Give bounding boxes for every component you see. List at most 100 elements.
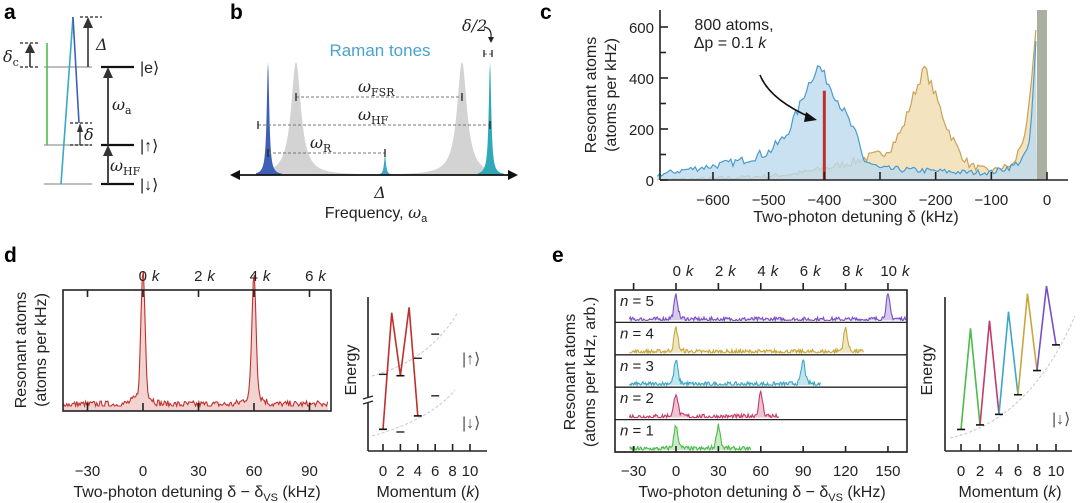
- x-tick-label: 4: [995, 463, 1003, 480]
- chart-d-xlabel: Two-photon detuning δ − δVS (kHz): [73, 484, 320, 503]
- x-tick-label: 0: [957, 463, 965, 480]
- delta-label: δ: [84, 125, 94, 144]
- row-3-area: [629, 391, 780, 418]
- row-0-trace: [628, 292, 907, 323]
- panel-e-chart: e n = 5n = 4n = 3n = 2n = 1 −30 0 30 60 90 12…: [552, 244, 1076, 503]
- annotation-line1: 800 atoms,: [694, 17, 773, 34]
- raman-tones-label: Raman tones: [329, 41, 430, 60]
- annotation-arrowhead-icon: [804, 112, 817, 122]
- up-dispersion-curve: [371, 311, 459, 377]
- axis-break-icon: [362, 397, 374, 403]
- row-1-area: [629, 326, 864, 353]
- y-tick-label: 0: [646, 173, 654, 190]
- y-tick-label: 200: [629, 122, 654, 139]
- x-tick-label: 6: [431, 463, 439, 480]
- row-4-area: [629, 423, 751, 450]
- row-3-trace: [628, 389, 780, 420]
- down-dispersion-curve: [371, 389, 456, 437]
- x-tick-label: 10: [1048, 463, 1065, 480]
- row-label: n = 5: [620, 293, 654, 310]
- y-tick-label: 600: [629, 20, 654, 37]
- x-tick-label: −300: [863, 192, 897, 209]
- cavity-mode-peak-left: [258, 62, 380, 175]
- raman-tone-peak-small: [378, 155, 392, 175]
- Delta-arrowhead-icon: [83, 17, 93, 28]
- chart-e-ylabel-1: Resonant atoms: [562, 314, 579, 431]
- half-delta-arrowhead-icon: [488, 37, 494, 43]
- chart-e-inset: 0 2 4 6 8 10 |↓⟩ Energy Momentum (k): [919, 285, 1076, 501]
- chart-e-xlabel: Two-photon detuning δ − δVS (kHz): [638, 484, 885, 503]
- raman-beam-blue: [72, 16, 80, 124]
- panel-c-resonance-chart: c −600 −500 −400 −300 −200 −100 0 0 200 400 600 80…: [540, 1, 1068, 226]
- series-orange-area: [657, 30, 1037, 180]
- x-tick-label: −400: [807, 192, 841, 209]
- annotation-line2: Δp = 0.1 k: [694, 35, 768, 52]
- chart-d-inset: 0 2 4 6 8 10 |↑⟩ |↓⟩ Energy Momentum (k): [343, 297, 487, 501]
- chart-e-marks: n = 5 n = 4 n = 3 n = 2 n = 1: [614, 289, 908, 453]
- panel-label-d: d: [4, 244, 17, 267]
- x-tick-label: 120: [833, 463, 858, 480]
- x-tick-label: −500: [752, 192, 786, 209]
- axis-break-mark: [362, 395, 374, 400]
- row-4-trace: [629, 423, 752, 452]
- series-red-bar: [822, 90, 826, 180]
- inset-e-down-label: |↓⟩: [1052, 411, 1070, 428]
- chart-c-ylabel-1: Resonant atoms: [583, 37, 600, 154]
- x-tick-label: 2: [396, 463, 404, 480]
- chart-c-ylabel-2: (atoms per kHz): [603, 38, 620, 152]
- omega-hf-label: ωHF: [110, 156, 141, 178]
- state-down-label: |↓⟩: [140, 177, 158, 194]
- inset-d-xlabel: Momentum (k): [376, 484, 479, 501]
- half-delta-pointer-arrow: [483, 26, 492, 39]
- series-blue-line: [656, 41, 1037, 177]
- x-tick-label: 8: [1033, 463, 1041, 480]
- chart-d-marks: [62, 271, 329, 411]
- transition-segment-yellow: [1017, 293, 1038, 395]
- axis-break-mark: [362, 400, 374, 405]
- top-tick-label: 10 k: [880, 263, 911, 280]
- omega-fsr-label: ωFSR: [358, 77, 395, 99]
- x-tick-label: 2: [976, 463, 984, 480]
- omega-r-label: ωR: [310, 133, 332, 155]
- state-e-label: |e⟩: [140, 60, 159, 77]
- axis-arrow-right-icon: [508, 170, 518, 180]
- x-tick-label: 60: [246, 463, 263, 480]
- row-2-area: [629, 360, 822, 386]
- y-tick-label: 400: [629, 71, 654, 88]
- row-label: n = 4: [620, 325, 654, 342]
- omega-hf-arrowhead-icon: [103, 145, 113, 156]
- x-tick-label: 30: [710, 463, 727, 480]
- x-tick-label: 0: [672, 463, 680, 480]
- panel-label-c: c: [540, 1, 552, 24]
- transition-segment-cyan: [998, 311, 1019, 415]
- x-tick-label: 0: [139, 463, 147, 480]
- x-tick-label: 6: [1014, 463, 1022, 480]
- omega-a-label: ωa: [112, 95, 132, 117]
- row-2-trace: [628, 358, 821, 388]
- x-tick-label: 8: [448, 463, 456, 480]
- raman-beam-cyan: [60, 16, 74, 185]
- series-blue-area: [657, 41, 1037, 181]
- x-tick-label: −100: [974, 192, 1008, 209]
- down-dispersion-curve: [949, 315, 1076, 439]
- panel-b-spectrum-diagram: b Raman tones δ/2 ωFSR ωHF ωR Δ Frequenc…: [230, 1, 518, 225]
- chart-d-line: [62, 271, 329, 409]
- chart-c-xlabel: Two-photon detuning δ (kHz): [753, 209, 958, 226]
- Delta-axis-label: Δ: [373, 183, 386, 202]
- x-tick-label: 0: [1043, 192, 1051, 209]
- x-tick-label: −600: [696, 192, 730, 209]
- frequency-axis-label: Frequency, ωa: [325, 203, 428, 225]
- panel-d-chart: d −30 0 30 60 900 k 2 k 4 k 6 k Two-photon detuning…: [4, 244, 487, 503]
- panel-a-level-diagram: a δc Δ δ ωa ωHF |e⟩ |↑⟩ |↓⟩: [3, 1, 159, 194]
- raman-tone-peak-blue: [256, 62, 282, 175]
- x-tick-label: −30: [75, 463, 100, 480]
- axis-arrow-left-icon: [230, 170, 240, 180]
- x-tick-label: 30: [190, 463, 207, 480]
- chart-e-frame: [614, 289, 908, 453]
- x-tick-label: 90: [301, 463, 318, 480]
